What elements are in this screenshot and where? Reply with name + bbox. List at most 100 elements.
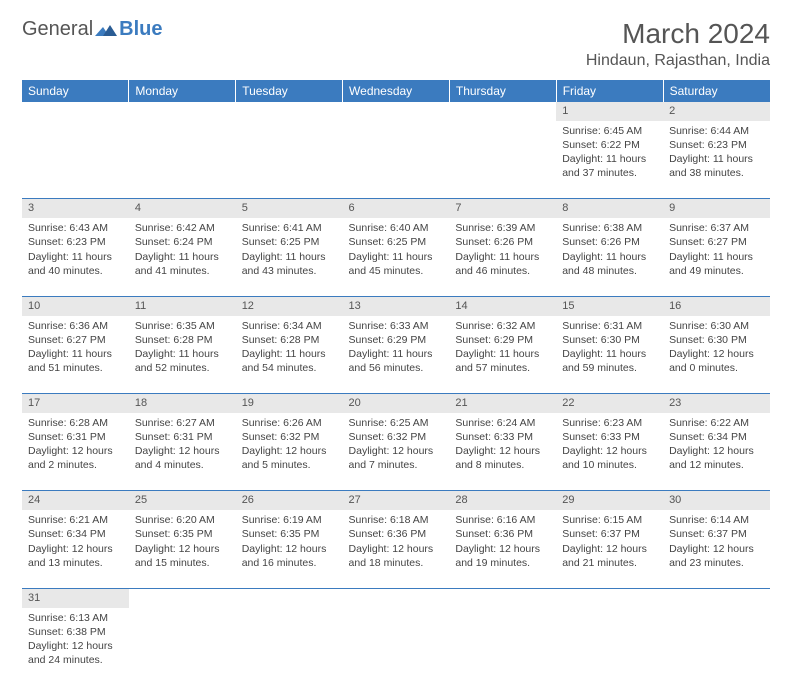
day-cell: Sunrise: 6:33 AMSunset: 6:29 PMDaylight:…	[343, 316, 450, 394]
day-number: 10	[22, 296, 129, 315]
day-cell	[343, 608, 450, 686]
day-number	[22, 102, 129, 121]
day-number: 11	[129, 296, 236, 315]
day-number: 13	[343, 296, 450, 315]
day-number: 17	[22, 394, 129, 413]
day-number: 28	[449, 491, 556, 510]
header: General Blue March 2024 Hindaun, Rajasth…	[22, 18, 770, 70]
day-number	[236, 102, 343, 121]
logo-text-1: General	[22, 18, 93, 41]
day-cell: Sunrise: 6:45 AMSunset: 6:22 PMDaylight:…	[556, 121, 663, 199]
day-header: Sunday	[22, 80, 129, 102]
day-cell: Sunrise: 6:44 AMSunset: 6:23 PMDaylight:…	[663, 121, 770, 199]
day-cell	[556, 608, 663, 686]
day-number: 20	[343, 394, 450, 413]
day-cell: Sunrise: 6:34 AMSunset: 6:28 PMDaylight:…	[236, 316, 343, 394]
day-number-row: 31	[22, 588, 770, 607]
day-number: 3	[22, 199, 129, 218]
day-number-row: 24252627282930	[22, 491, 770, 510]
day-cell	[129, 608, 236, 686]
day-number: 29	[556, 491, 663, 510]
day-cell: Sunrise: 6:16 AMSunset: 6:36 PMDaylight:…	[449, 510, 556, 588]
day-header: Thursday	[449, 80, 556, 102]
day-cell	[343, 121, 450, 199]
calendar-body: 12Sunrise: 6:45 AMSunset: 6:22 PMDayligh…	[22, 102, 770, 686]
day-header: Saturday	[663, 80, 770, 102]
day-number: 16	[663, 296, 770, 315]
day-number	[129, 588, 236, 607]
day-detail-row: Sunrise: 6:45 AMSunset: 6:22 PMDaylight:…	[22, 121, 770, 199]
day-detail-row: Sunrise: 6:36 AMSunset: 6:27 PMDaylight:…	[22, 316, 770, 394]
day-detail-row: Sunrise: 6:13 AMSunset: 6:38 PMDaylight:…	[22, 608, 770, 686]
title-block: March 2024 Hindaun, Rajasthan, India	[586, 18, 770, 70]
day-header: Monday	[129, 80, 236, 102]
day-detail-row: Sunrise: 6:21 AMSunset: 6:34 PMDaylight:…	[22, 510, 770, 588]
day-number: 30	[663, 491, 770, 510]
day-number: 8	[556, 199, 663, 218]
day-number: 5	[236, 199, 343, 218]
day-cell: Sunrise: 6:27 AMSunset: 6:31 PMDaylight:…	[129, 413, 236, 491]
day-number: 23	[663, 394, 770, 413]
day-number: 2	[663, 102, 770, 121]
day-number	[129, 102, 236, 121]
day-cell: Sunrise: 6:23 AMSunset: 6:33 PMDaylight:…	[556, 413, 663, 491]
day-cell: Sunrise: 6:41 AMSunset: 6:25 PMDaylight:…	[236, 218, 343, 296]
day-number-row: 3456789	[22, 199, 770, 218]
day-header: Tuesday	[236, 80, 343, 102]
day-number: 26	[236, 491, 343, 510]
day-number: 1	[556, 102, 663, 121]
day-number-row: 10111213141516	[22, 296, 770, 315]
day-cell: Sunrise: 6:20 AMSunset: 6:35 PMDaylight:…	[129, 510, 236, 588]
day-number	[663, 588, 770, 607]
logo-text-2: Blue	[119, 18, 162, 41]
day-cell: Sunrise: 6:32 AMSunset: 6:29 PMDaylight:…	[449, 316, 556, 394]
logo-flag-icon	[95, 22, 117, 38]
day-number: 14	[449, 296, 556, 315]
day-cell: Sunrise: 6:36 AMSunset: 6:27 PMDaylight:…	[22, 316, 129, 394]
day-cell: Sunrise: 6:30 AMSunset: 6:30 PMDaylight:…	[663, 316, 770, 394]
day-cell	[449, 121, 556, 199]
day-cell: Sunrise: 6:43 AMSunset: 6:23 PMDaylight:…	[22, 218, 129, 296]
calendar-table: SundayMondayTuesdayWednesdayThursdayFrid…	[22, 80, 770, 686]
day-cell	[129, 121, 236, 199]
day-number	[449, 102, 556, 121]
day-number: 19	[236, 394, 343, 413]
day-cell: Sunrise: 6:21 AMSunset: 6:34 PMDaylight:…	[22, 510, 129, 588]
day-cell: Sunrise: 6:35 AMSunset: 6:28 PMDaylight:…	[129, 316, 236, 394]
day-number: 15	[556, 296, 663, 315]
day-detail-row: Sunrise: 6:28 AMSunset: 6:31 PMDaylight:…	[22, 413, 770, 491]
day-number: 4	[129, 199, 236, 218]
day-number	[343, 102, 450, 121]
day-header: Friday	[556, 80, 663, 102]
day-number	[449, 588, 556, 607]
day-cell: Sunrise: 6:24 AMSunset: 6:33 PMDaylight:…	[449, 413, 556, 491]
day-cell: Sunrise: 6:14 AMSunset: 6:37 PMDaylight:…	[663, 510, 770, 588]
day-cell: Sunrise: 6:28 AMSunset: 6:31 PMDaylight:…	[22, 413, 129, 491]
day-cell	[663, 608, 770, 686]
month-title: March 2024	[586, 18, 770, 50]
day-number: 25	[129, 491, 236, 510]
day-number: 6	[343, 199, 450, 218]
day-cell: Sunrise: 6:31 AMSunset: 6:30 PMDaylight:…	[556, 316, 663, 394]
day-cell: Sunrise: 6:19 AMSunset: 6:35 PMDaylight:…	[236, 510, 343, 588]
day-number: 24	[22, 491, 129, 510]
day-cell: Sunrise: 6:42 AMSunset: 6:24 PMDaylight:…	[129, 218, 236, 296]
day-cell: Sunrise: 6:39 AMSunset: 6:26 PMDaylight:…	[449, 218, 556, 296]
day-number	[556, 588, 663, 607]
day-cell	[449, 608, 556, 686]
day-number: 9	[663, 199, 770, 218]
day-detail-row: Sunrise: 6:43 AMSunset: 6:23 PMDaylight:…	[22, 218, 770, 296]
day-cell: Sunrise: 6:37 AMSunset: 6:27 PMDaylight:…	[663, 218, 770, 296]
day-header: Wednesday	[343, 80, 450, 102]
day-number: 31	[22, 588, 129, 607]
day-cell: Sunrise: 6:22 AMSunset: 6:34 PMDaylight:…	[663, 413, 770, 491]
day-number: 12	[236, 296, 343, 315]
day-cell: Sunrise: 6:13 AMSunset: 6:38 PMDaylight:…	[22, 608, 129, 686]
day-cell: Sunrise: 6:18 AMSunset: 6:36 PMDaylight:…	[343, 510, 450, 588]
day-number: 18	[129, 394, 236, 413]
day-cell: Sunrise: 6:15 AMSunset: 6:37 PMDaylight:…	[556, 510, 663, 588]
day-cell	[22, 121, 129, 199]
day-number-row: 12	[22, 102, 770, 121]
day-number	[236, 588, 343, 607]
day-cell: Sunrise: 6:40 AMSunset: 6:25 PMDaylight:…	[343, 218, 450, 296]
